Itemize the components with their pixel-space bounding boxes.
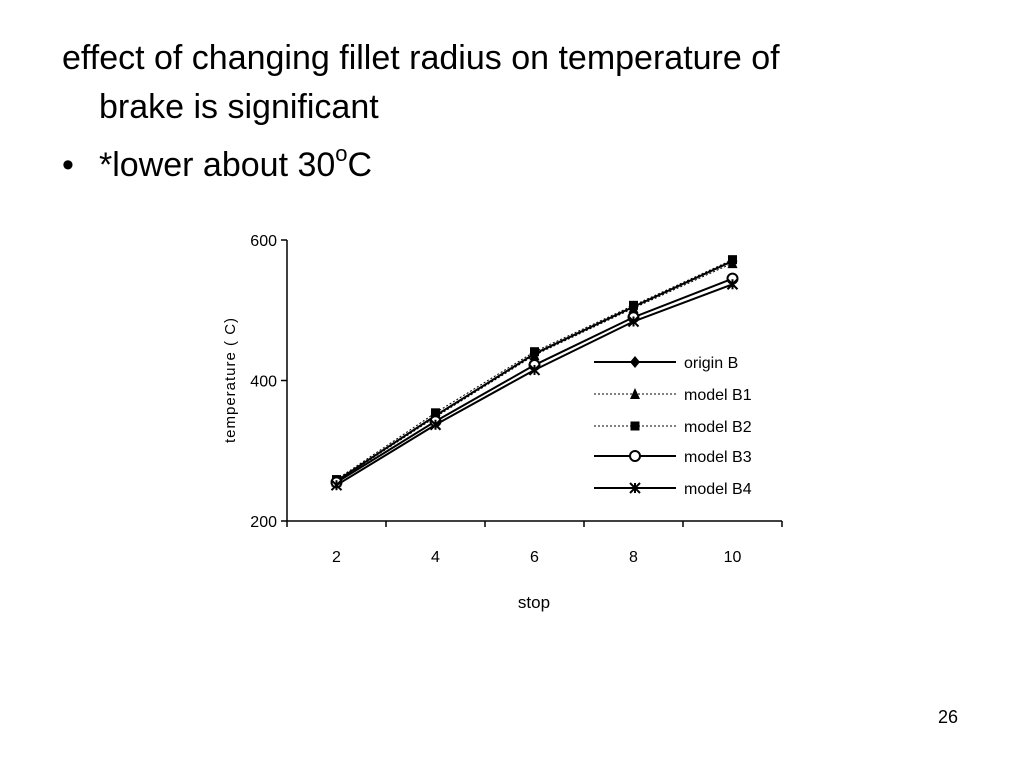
slide-text-line-2: brake is significant (99, 88, 379, 126)
data-point-model-b2 (629, 300, 638, 310)
legend-item-model-b1: model B1 (594, 387, 752, 404)
data-point-model-b2 (728, 255, 737, 265)
series-model-b4 (330, 278, 739, 491)
legend-marker-model-b1 (630, 388, 640, 399)
legend-item-origin-b: origin B (594, 355, 738, 372)
legend-item-model-b2: model B2 (594, 419, 752, 436)
degree-superscript: o (335, 140, 348, 166)
legend-label-model-b2: model B2 (684, 419, 752, 436)
legend-label-model-b3: model B3 (684, 449, 752, 466)
legend-item-model-b4: model B4 (594, 481, 752, 498)
x-tick-label: 6 (530, 549, 539, 566)
legend-marker-origin-b (630, 356, 640, 368)
chart-axes: 200 400 600 2 4 6 8 10 (250, 233, 783, 566)
series-line-model-b1 (336, 262, 733, 483)
bullet-text-tail: C (347, 146, 373, 184)
x-axis-label: stop (518, 593, 550, 612)
page-number: 26 (938, 707, 959, 727)
x-tick-label: 2 (332, 549, 341, 566)
legend-marker-model-b2 (630, 421, 640, 431)
chart-legend: origin B model B1 model B2 model B3 model B4 (594, 355, 752, 498)
legend-item-model-b3: model B3 (594, 449, 752, 466)
bullet-item: • *lower about 30oC (62, 142, 373, 185)
y-tick-label: 600 (250, 233, 277, 250)
legend-label-model-b1: model B1 (684, 387, 752, 404)
data-point-model-b4 (726, 278, 739, 290)
legend-label-model-b4: model B4 (684, 481, 752, 498)
data-point-model-b4 (528, 364, 541, 376)
legend-marker-model-b3 (629, 450, 641, 462)
bullet-text: *lower about 30 (99, 146, 336, 184)
x-tick-label: 4 (431, 549, 440, 566)
x-tick-label: 10 (724, 549, 742, 566)
data-point-model-b2 (530, 347, 539, 357)
data-point-model-b4 (330, 479, 343, 491)
data-point-model-b4 (627, 315, 640, 328)
y-tick-label: 400 (250, 374, 277, 391)
slide-text-line-1: effect of changing fillet radius on temp… (62, 39, 780, 77)
x-tick-label: 8 (629, 549, 638, 566)
data-point-model-b4 (429, 419, 442, 431)
series-line-model-b2 (336, 259, 733, 480)
legend-label-origin-b: origin B (684, 355, 738, 372)
chart-series (330, 255, 739, 491)
y-axis-label: temperature ( C) (222, 317, 239, 443)
y-tick-label: 200 (250, 514, 277, 531)
data-point-model-b2 (431, 408, 440, 418)
series-line-model-b3 (335, 277, 733, 484)
legend-marker-model-b4 (629, 482, 641, 494)
bullet-marker: • (62, 146, 74, 184)
